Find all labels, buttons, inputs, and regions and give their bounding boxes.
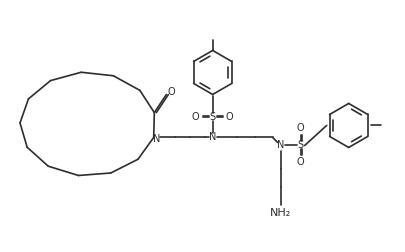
Text: NH₂: NH₂ [269,208,291,218]
Text: O: O [192,112,199,122]
Text: N: N [276,140,284,150]
Text: O: O [225,112,233,122]
Text: S: S [209,112,215,122]
Text: N: N [153,135,160,144]
Text: N: N [209,133,216,142]
Text: S: S [297,140,303,150]
Text: O: O [296,123,304,134]
Text: O: O [167,87,175,97]
Text: O: O [296,158,304,168]
